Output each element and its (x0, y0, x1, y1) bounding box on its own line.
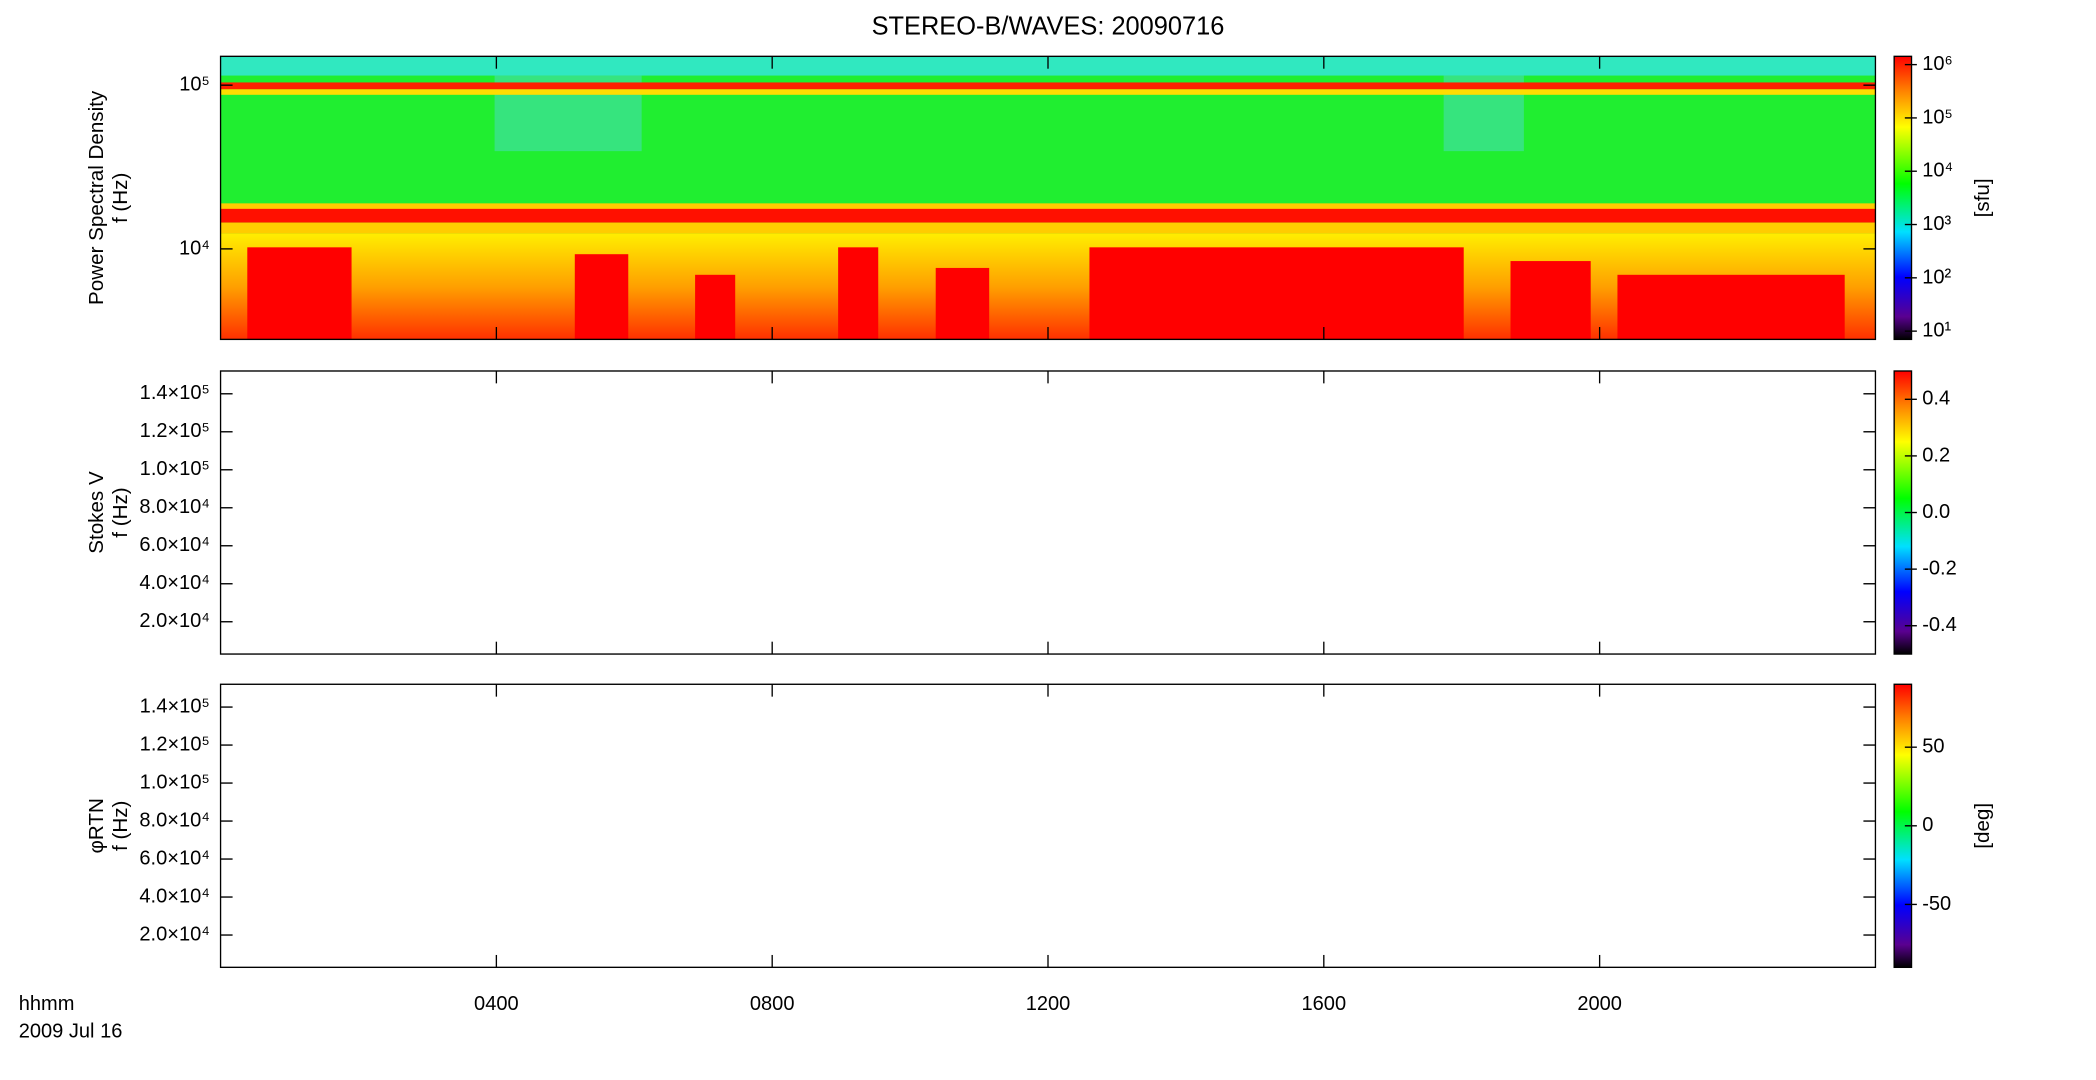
x-tick-label: 0800 (750, 993, 795, 1015)
x-axis-label: 2009 Jul 16 (19, 1020, 123, 1042)
y-tick-label: 4.0×10⁴ (139, 572, 209, 594)
y-tick-label: 10⁵ (179, 73, 210, 95)
y-tick-label: 2.0×10⁴ (139, 610, 209, 632)
y-tick-label: 1.4×10⁵ (140, 695, 210, 717)
x-tick-label: 0400 (474, 993, 519, 1015)
x-tick-label: 1200 (1026, 993, 1071, 1015)
colorbar-tick-label: -0.2 (1922, 557, 1957, 579)
colorbar-tick-label: 0.4 (1922, 388, 1950, 410)
y-tick-label: 8.0×10⁴ (139, 809, 209, 831)
y-axis-label: Power Spectral Density (86, 90, 108, 305)
colorbar-tick-label: -50 (1922, 893, 1951, 915)
y-axis-label: Stokes V (86, 471, 108, 554)
colorbar-label: [deg] (1972, 803, 1994, 849)
x-tick-label: 1600 (1302, 993, 1347, 1015)
colorbar-tick-label: 10¹ (1922, 319, 1951, 341)
spectrogram-image (220, 56, 1876, 340)
y-tick-label: 4.0×10⁴ (139, 885, 209, 907)
colorbar-tick-label: -0.4 (1922, 614, 1957, 636)
plot-frame (219, 370, 1877, 655)
y-tick-label: 1.2×10⁵ (140, 733, 210, 755)
x-tick-label: 2000 (1577, 993, 1622, 1015)
colorbar-tick-label: 10⁶ (1922, 53, 1953, 75)
colorbar-tick-label: 10⁵ (1922, 106, 1953, 128)
y-tick-label: 10⁴ (179, 237, 210, 259)
colorbar-tick-label: 10⁴ (1922, 159, 1953, 181)
y-axis-label: φRTN (86, 798, 108, 853)
colorbar-tick-label: 10³ (1922, 213, 1951, 235)
y-tick-label: 1.0×10⁵ (140, 771, 210, 793)
plot-frame (219, 683, 1877, 969)
y-axis-label: f (Hz) (110, 173, 132, 223)
colorbar-tick-label: 10² (1922, 266, 1951, 288)
y-tick-label: 1.0×10⁵ (140, 458, 210, 480)
y-tick-label: 6.0×10⁴ (139, 847, 209, 869)
y-tick-label: 1.4×10⁵ (140, 382, 210, 404)
y-tick-label: 1.2×10⁵ (140, 420, 210, 442)
colorbar-label: [sfu] (1972, 178, 1994, 217)
colorbar-tick-label: 0 (1922, 814, 1933, 836)
colorbar-tick-label: 50 (1922, 735, 1944, 757)
y-axis-label: f (Hz) (110, 487, 132, 537)
chart-title: STEREO-B/WAVES: 20090716 (872, 12, 1225, 40)
colorbar (1893, 55, 1913, 341)
y-tick-label: 8.0×10⁴ (139, 496, 209, 518)
y-axis-label: f (Hz) (110, 801, 132, 851)
y-tick-label: 6.0×10⁴ (139, 534, 209, 556)
y-tick-label: 2.0×10⁴ (139, 923, 209, 945)
colorbar-tick-label: 0.2 (1922, 444, 1950, 466)
colorbar-tick-label: 0.0 (1922, 501, 1950, 523)
x-axis-label: hhmm (19, 993, 75, 1015)
